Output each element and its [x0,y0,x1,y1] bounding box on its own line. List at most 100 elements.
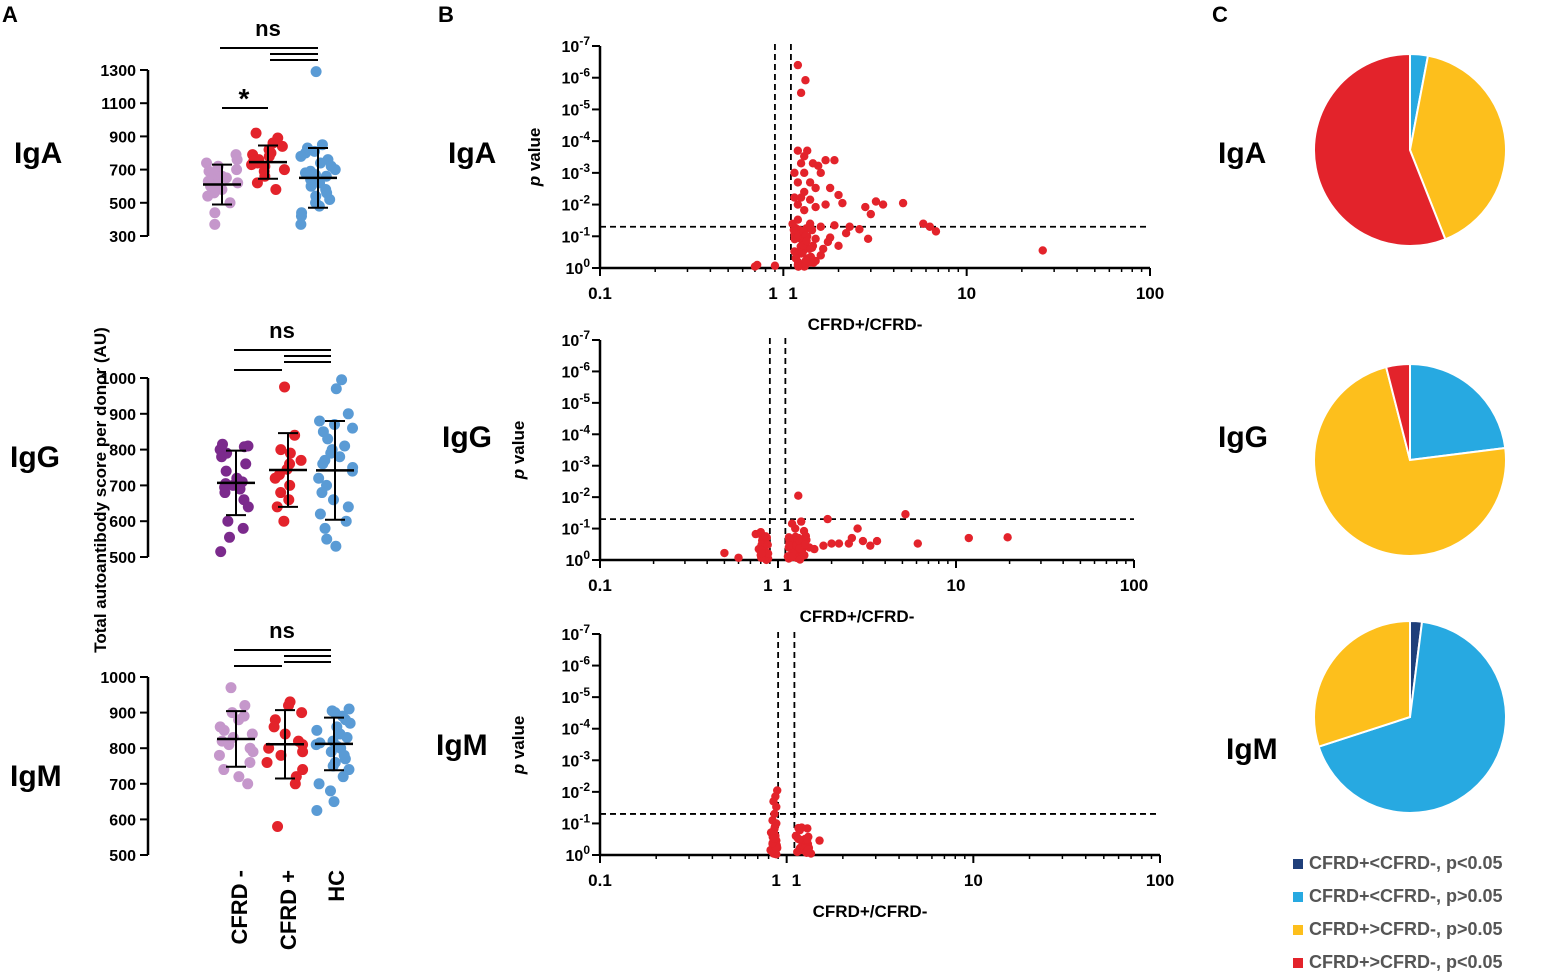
volcano-point [858,536,868,546]
volcano-point [834,241,843,251]
data-point [347,422,359,434]
y-tick-label: 10-2 [562,193,591,215]
pie-igg: IgG [1218,362,1507,558]
data-point [283,699,295,711]
volcano-point [793,178,803,187]
pie-iga: IgA [1218,52,1507,247]
data-point [268,721,280,733]
volcano-point [805,244,814,253]
volcano-point [964,533,973,543]
data-point [201,157,213,169]
data-point [246,728,258,740]
x-tick-label: 10 [947,576,966,595]
volcano-point [790,168,799,178]
volcano-point [816,168,825,178]
volcano-point [855,225,864,234]
data-point [234,483,246,495]
volcano-point [863,234,873,243]
data-point [202,190,214,202]
volcano-point [791,524,800,533]
legend-label: CFRD+<CFRD-, p<0.05 [1309,853,1503,873]
data-point [244,756,256,768]
y-tick-label: 10-4 [562,129,591,151]
y-tick-label: 500 [109,196,136,213]
volcano-point [734,553,743,562]
volcano-point [761,532,770,541]
data-point [275,749,287,761]
x-tick-label: 1 [783,576,792,595]
data-point [218,764,230,776]
legend-label: CFRD+<CFRD-, p>0.05 [1309,886,1503,906]
volcano-point [794,491,803,500]
data-point [295,210,307,222]
volcano-point [796,159,806,168]
volcano-point [853,524,862,533]
volcano-point [878,200,888,209]
data-point [220,172,232,184]
data-point [315,157,327,169]
volcano-point [834,539,844,548]
data-point [203,165,215,177]
volcano-point [793,200,803,209]
data-point [314,415,326,427]
data-point [314,508,326,520]
volcano-iga: IgA 100 10-1 10-2 10-3 10-4 10-5 10-6 10-7 0.1 1 1 1… [448,34,1164,334]
data-point [233,714,245,726]
volcano-point [810,544,819,554]
volcano-point [913,539,922,548]
volcano-point [785,541,794,550]
volcano-point [819,244,828,254]
volcano-point [793,60,803,70]
data-point [220,465,232,477]
data-point [342,501,354,513]
data-point [250,127,262,139]
volcano-point [800,551,809,560]
x-tick-label: 10 [957,284,976,303]
y-tick-label: 900 [109,407,136,424]
y-tick-label: 10-4 [562,422,591,444]
data-point [209,207,221,219]
data-point [226,707,238,719]
data-point [330,383,342,395]
volcano-point [825,183,835,193]
pie-slice [1313,52,1447,247]
legend-label: CFRD+>CFRD-, p>0.05 [1309,919,1503,939]
data-point [224,531,236,543]
volcano-point [919,219,928,228]
y-tick-label: 500 [109,848,136,865]
legend-swatch [1293,925,1303,935]
volcano-point [787,552,797,562]
y-tick-label: 600 [109,812,136,829]
data-point [247,746,259,758]
volcano-point [796,193,806,202]
data-point [313,200,325,212]
data-point [334,451,346,463]
panel-letter-c: C [1212,2,1228,27]
x-tick-label: 1 [768,284,777,303]
volcano-x-axis-title: CFRD+/CFRD- [813,902,928,921]
row-label-iga: IgA [1218,137,1266,170]
y-tick-label: 10-2 [562,485,591,507]
data-point [325,746,337,758]
data-point [275,444,287,456]
volcano-y-axis-title: p value [509,421,528,481]
data-point [295,454,307,466]
data-point [275,487,287,499]
y-tick-label: 100 [566,256,591,278]
x-tick-label: 1 [763,576,772,595]
pie-slice [1384,362,1411,461]
volcano-point [1003,533,1012,542]
volcano-point [770,809,779,819]
volcano-point [800,168,809,178]
data-point [272,821,284,833]
volcano-point [794,262,803,271]
panel-a-y-axis-title: Total autoantibody score per donor (AU) [91,327,110,653]
data-point [311,724,323,736]
data-point [279,381,291,393]
data-point [324,785,336,797]
volcano-x-axis-title: CFRD+/CFRD- [800,607,915,626]
y-tick-label: 900 [109,129,136,146]
data-point [341,732,353,744]
panel-letter-b: B [438,2,454,27]
data-point [215,546,227,558]
